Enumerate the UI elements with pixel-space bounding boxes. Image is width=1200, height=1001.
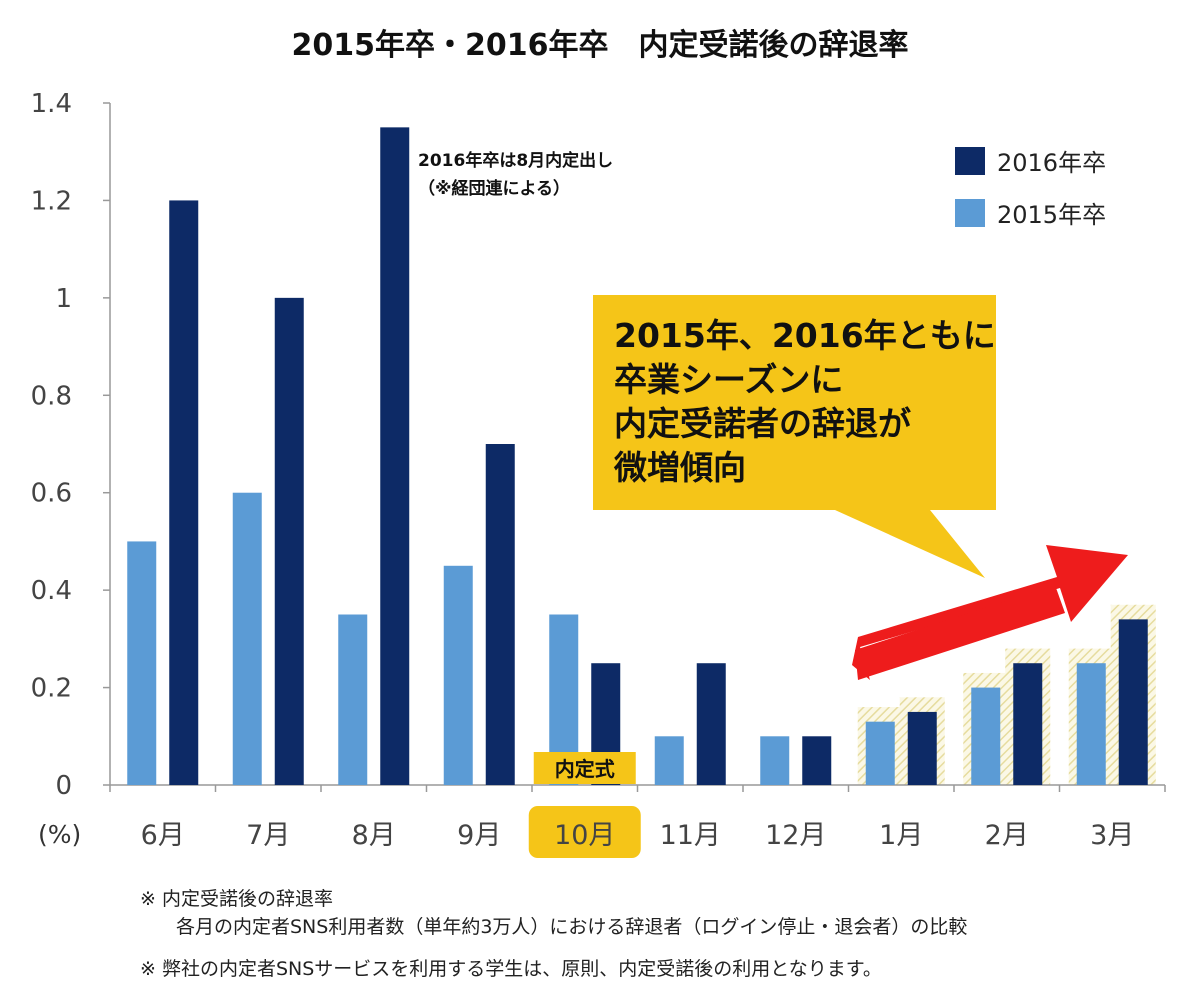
aug-note-text: （※経団連による） bbox=[418, 178, 570, 199]
bar-2015 bbox=[760, 736, 790, 785]
legend: 2016年卒 2015年卒 bbox=[955, 147, 1106, 229]
y-tick-label: 0.2 bbox=[31, 674, 72, 704]
bar-2016 bbox=[380, 127, 410, 786]
callout-text: 2015年、2016年ともに bbox=[614, 316, 996, 355]
bar-2016 bbox=[1118, 619, 1148, 785]
bars bbox=[127, 127, 1148, 786]
y-tick-label: 0.4 bbox=[31, 576, 72, 606]
x-tick-label: 2月 bbox=[985, 820, 1029, 851]
bar-2015 bbox=[654, 736, 684, 785]
trend-arrow-shaft bbox=[855, 585, 1065, 680]
bar-2015 bbox=[127, 541, 157, 785]
chart-title: 2015年卒・2016年卒 内定受諾後の辞退率 bbox=[292, 28, 909, 63]
bar-2015 bbox=[338, 614, 368, 785]
ceremony-label-box bbox=[533, 752, 636, 784]
y-tick-label: 1.4 bbox=[31, 89, 72, 119]
ceremony-label: 内定式 bbox=[555, 757, 615, 781]
y-tick-label: 1.2 bbox=[31, 186, 72, 216]
footnote-2: 各月の内定者SNS利用者数（単年約3万人）における辞退者（ログイン停止・退会者）… bbox=[176, 916, 968, 938]
bar-2016 bbox=[169, 200, 199, 785]
bar-2016 bbox=[907, 711, 937, 785]
bar-2016 bbox=[802, 736, 832, 785]
annotations: 2016年卒は8月内定出し （※経団連による） 内定式 2015年、2016年ともに卒… bbox=[418, 150, 1128, 784]
aug-note-text: 2016年卒は8月内定出し bbox=[418, 150, 613, 171]
highlighted-month-box bbox=[528, 806, 641, 858]
bar-2015 bbox=[1076, 663, 1106, 785]
bar-2015 bbox=[232, 492, 262, 785]
x-tick-label: 12月 bbox=[765, 820, 826, 851]
trend-arrow bbox=[852, 545, 1128, 680]
x-tick-label: 7月 bbox=[246, 820, 290, 851]
bar-2016 bbox=[1013, 663, 1043, 785]
bar-2015 bbox=[443, 565, 473, 785]
bar-2015 bbox=[865, 721, 895, 785]
x-tick-label: 3月 bbox=[1090, 820, 1134, 851]
bar-2016 bbox=[696, 663, 726, 785]
callout-text: 卒業シーズンに bbox=[614, 360, 843, 399]
bar-2015 bbox=[971, 687, 1001, 785]
legend-swatch bbox=[955, 199, 985, 227]
legend-swatch bbox=[955, 147, 985, 175]
x-tick-label: 8月 bbox=[352, 820, 396, 851]
y-tick-label: 0.8 bbox=[31, 381, 72, 411]
x-tick-labels: 6月 7月 8月 9月 10月 11月 12月 1月 2月 3月 bbox=[141, 806, 1134, 858]
footnote-3: ※ 弊社の内定者SNSサービスを利用する学生は、原則、内定受諾後の利用となります… bbox=[140, 958, 882, 980]
legend-label: 2015年卒 bbox=[997, 201, 1106, 229]
bar-2016 bbox=[485, 444, 515, 785]
x-tick-label: 10月 bbox=[554, 820, 615, 851]
legend-label: 2016年卒 bbox=[997, 149, 1106, 177]
footnote-1: ※ 内定受諾後の辞退率 bbox=[140, 888, 333, 910]
callout-text: 微増傾向 bbox=[613, 448, 746, 487]
callout-bubble bbox=[593, 295, 996, 578]
x-tick-label: 6月 bbox=[141, 820, 185, 851]
callout-text: 内定受諾者の辞退が bbox=[614, 404, 911, 443]
y-tick-label: 1 bbox=[55, 284, 72, 314]
x-tick-label: 11月 bbox=[660, 820, 721, 851]
bar-2016 bbox=[274, 297, 304, 785]
x-tick-label: 1月 bbox=[879, 820, 923, 851]
y-axis-unit-label: (%) bbox=[38, 820, 81, 849]
y-tick-label: 0.6 bbox=[31, 479, 72, 509]
y-tick-labels: 0 0.2 0.4 0.6 0.8 1 1.2 1.4 (%) bbox=[31, 89, 82, 849]
y-tick-label: 0 bbox=[55, 771, 72, 801]
x-tick-label: 9月 bbox=[457, 820, 501, 851]
